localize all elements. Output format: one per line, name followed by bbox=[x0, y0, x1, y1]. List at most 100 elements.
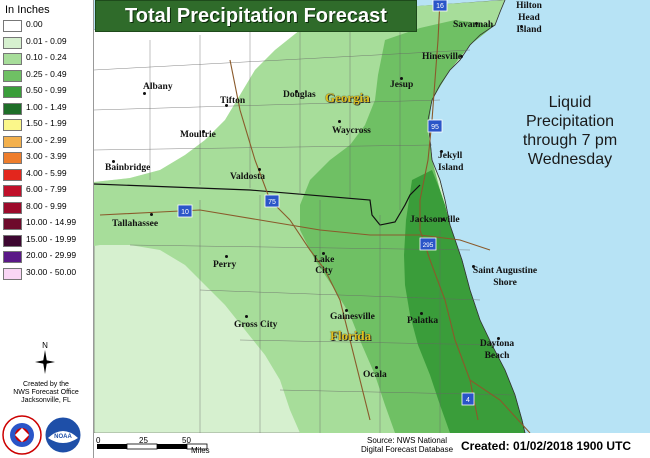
city-label: Daytona Beach bbox=[479, 339, 515, 361]
legend-label: 20.00 - 29.99 bbox=[26, 250, 77, 260]
note-line-1: Liquid bbox=[548, 94, 592, 111]
svg-text:95: 95 bbox=[431, 124, 439, 131]
legend: In Inches 0.00 0.01 - 0.09 0.10 - 0.24 0.25… bbox=[0, 0, 94, 458]
legend-title: In Inches bbox=[5, 4, 50, 16]
credit: Created by the NWS Forecast Office Jacks… bbox=[3, 381, 89, 405]
city-label: Palatka bbox=[407, 316, 439, 326]
coastline bbox=[427, 0, 526, 434]
shield-10: 10 bbox=[177, 204, 193, 218]
city-marker bbox=[420, 312, 423, 315]
city-marker bbox=[245, 315, 248, 318]
svg-text:75: 75 bbox=[268, 199, 276, 206]
map-title: Total Precipitation Forecast bbox=[95, 0, 417, 32]
legend-swatch bbox=[3, 102, 22, 115]
city-marker bbox=[472, 265, 475, 268]
legend-swatch bbox=[3, 53, 22, 65]
scale-unit: Miles bbox=[191, 446, 210, 455]
city-label: Tifton bbox=[220, 96, 246, 106]
svg-text:4: 4 bbox=[466, 397, 470, 404]
zone-050 bbox=[404, 170, 525, 433]
city-marker bbox=[400, 77, 403, 80]
city-marker bbox=[150, 213, 153, 216]
city-label: Douglas bbox=[283, 90, 316, 100]
city-label: Jacksonville bbox=[410, 215, 460, 225]
city-marker bbox=[475, 22, 478, 25]
city-marker bbox=[460, 55, 463, 58]
city-label: Ocala bbox=[363, 370, 387, 380]
legend-swatch bbox=[3, 185, 22, 197]
legend-swatch bbox=[3, 69, 22, 82]
note-line-3: through 7 pm bbox=[522, 132, 618, 149]
north-arrow-icon: N bbox=[35, 341, 55, 374]
city-label: Valdosta bbox=[230, 172, 266, 182]
city-marker bbox=[295, 90, 298, 93]
legend-label: 3.00 - 3.99 bbox=[26, 151, 67, 161]
legend-label: 0.10 - 0.24 bbox=[26, 52, 67, 62]
shield-95: 95 bbox=[427, 119, 443, 133]
noaa-label: NOAA bbox=[54, 434, 72, 440]
city-label: Jekyll Island bbox=[438, 151, 464, 173]
legend-label: 0.50 - 0.99 bbox=[26, 85, 67, 95]
city-marker bbox=[202, 130, 205, 133]
shield-75: 75 bbox=[264, 194, 280, 208]
city-marker bbox=[112, 160, 115, 163]
city-label: Saint Augustine Shore bbox=[472, 266, 538, 288]
credit-line-3: Jacksonville, FL bbox=[21, 397, 71, 404]
city-label: Savannah bbox=[453, 20, 494, 30]
nws-logo-icon bbox=[2, 415, 42, 455]
legend-swatch bbox=[3, 218, 22, 230]
scale-tick-25: 25 bbox=[139, 436, 148, 445]
svg-text:295: 295 bbox=[423, 242, 434, 249]
city-marker bbox=[520, 25, 523, 28]
city-label: Lake City bbox=[313, 255, 335, 276]
city-label: Hilton Head Island bbox=[516, 1, 542, 35]
shield-295: 295 bbox=[419, 237, 437, 251]
city-label: Perry bbox=[213, 260, 237, 270]
legend-label: 0.01 - 0.09 bbox=[26, 35, 67, 46]
city-label: Gainesville bbox=[330, 312, 375, 322]
city-label: Jesup bbox=[390, 80, 414, 90]
state-label-georgia: Georgia bbox=[325, 90, 370, 105]
legend-swatch bbox=[3, 152, 22, 164]
legend-label: 1.00 - 1.49 bbox=[26, 101, 67, 112]
legend-swatch bbox=[3, 86, 22, 98]
scale-tick-50: 50 bbox=[182, 436, 191, 445]
city-marker bbox=[258, 168, 261, 171]
legend-label: 0.25 - 0.49 bbox=[26, 68, 67, 79]
state-label-florida: Florida bbox=[330, 328, 372, 343]
legend-swatch bbox=[3, 20, 22, 32]
city-marker bbox=[497, 337, 500, 340]
source-line-2: Digital Forecast Database bbox=[360, 445, 454, 454]
created-timestamp: Created: 01/02/2018 1900 UTC bbox=[461, 439, 632, 453]
svg-text:16: 16 bbox=[436, 3, 444, 10]
city-marker bbox=[345, 309, 348, 312]
city-label: Moultrie bbox=[180, 130, 216, 140]
legend-label: 15.00 - 19.99 bbox=[26, 233, 77, 244]
city-marker bbox=[442, 218, 445, 221]
city-marker bbox=[375, 366, 378, 369]
city-marker bbox=[338, 120, 341, 123]
shield-16: 16 bbox=[432, 0, 448, 12]
legend-swatch bbox=[3, 135, 22, 148]
legend-label: 4.00 - 5.99 bbox=[26, 167, 67, 178]
city-label: Tallahassee bbox=[112, 219, 159, 229]
city-label: Waycross bbox=[332, 126, 371, 136]
noaa-logo-icon: NOAA bbox=[44, 416, 82, 454]
credit-line-1: Created by the bbox=[23, 381, 69, 388]
legend-label: 2.00 - 2.99 bbox=[26, 134, 67, 145]
credit-line-2: NWS Forecast Office bbox=[13, 389, 79, 396]
legend-swatch bbox=[3, 234, 22, 247]
note-line-4: Wednesday bbox=[527, 151, 613, 168]
legend-label: 0.00 bbox=[26, 19, 43, 29]
legend-label: 6.00 - 7.99 bbox=[26, 184, 67, 194]
shield-4: 4 bbox=[461, 392, 475, 406]
legend-swatch bbox=[3, 36, 22, 49]
city-label: Gross City bbox=[234, 320, 278, 330]
city-label: Hinesville bbox=[422, 52, 463, 62]
data-source: Source: NWS National Digital Forecast Da… bbox=[352, 436, 462, 454]
bottom-bar: 0 25 50 Miles bbox=[94, 433, 650, 458]
city-marker bbox=[322, 252, 325, 255]
forecast-note: Liquid Precipitation through 7 pm Wednes… bbox=[505, 93, 635, 169]
city-marker bbox=[225, 255, 228, 258]
